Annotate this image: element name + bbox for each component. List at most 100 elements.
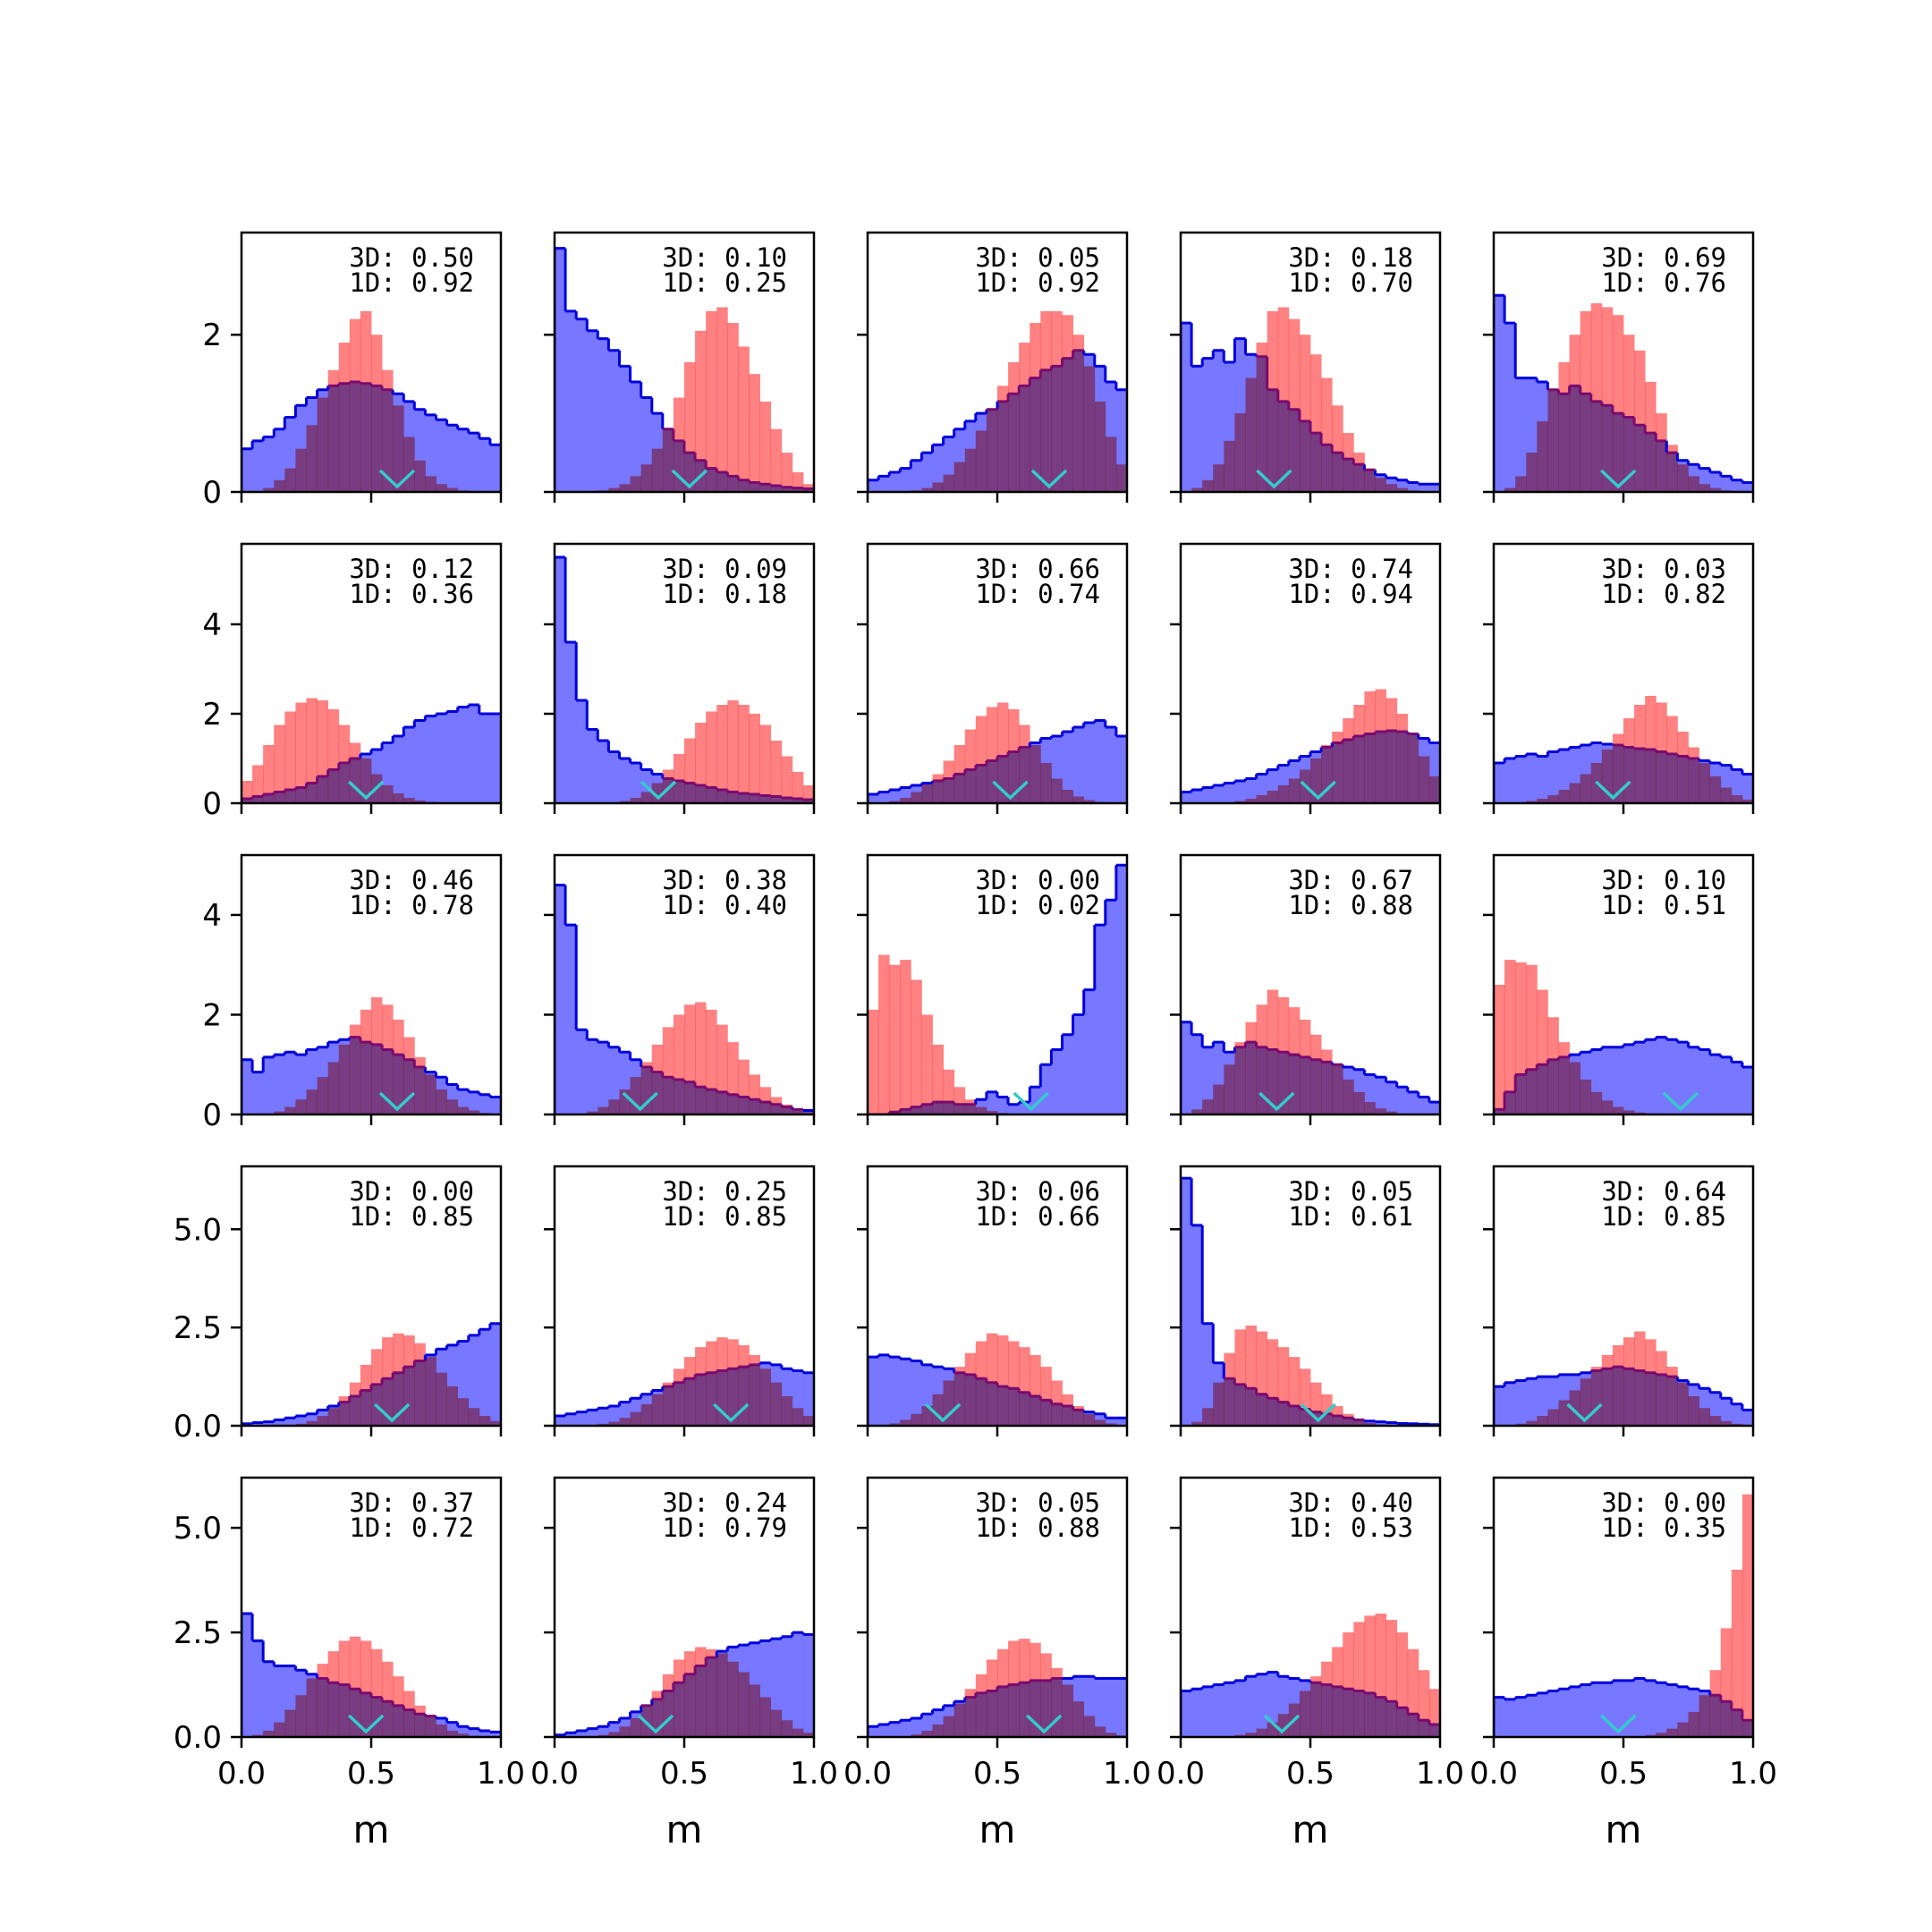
red-bar <box>317 1077 329 1114</box>
red-bar <box>284 468 296 492</box>
blue-bar <box>274 1055 285 1114</box>
red-bar <box>1105 1733 1117 1737</box>
plot-area <box>1494 1494 1753 1737</box>
red-bar <box>1720 1420 1733 1426</box>
red-bar <box>997 386 1009 492</box>
blue-bar <box>252 1422 264 1426</box>
label-3d: 3D: 0.40 <box>1288 1487 1413 1518</box>
x-axis-label: m <box>353 1808 390 1852</box>
plot-area <box>868 1333 1127 1426</box>
blue-bar <box>1094 720 1106 803</box>
red-bar <box>1234 1329 1246 1426</box>
marker-chevron <box>1013 1091 1049 1112</box>
blue-bar <box>425 716 436 803</box>
blue-step-line <box>1181 1671 1312 1737</box>
blue-bar <box>242 1614 253 1737</box>
blue-bar <box>1181 1021 1192 1114</box>
red-bar <box>716 1337 728 1426</box>
blue-bar <box>555 885 566 1114</box>
red-bar <box>802 1733 814 1737</box>
blue-bar <box>468 1728 480 1737</box>
blue-bar <box>868 1357 879 1426</box>
red-bar <box>997 702 1009 803</box>
label-3d: 3D: 0.38 <box>662 865 787 895</box>
blue-bar <box>1062 732 1073 803</box>
overlap-step-line <box>338 1360 426 1404</box>
blue-bar <box>1202 1686 1214 1737</box>
blue-bar <box>1224 1682 1235 1737</box>
red-bar <box>1385 1620 1398 1737</box>
label-1d: 1D: 0.36 <box>349 579 474 609</box>
red-bar <box>1332 405 1343 492</box>
plot-area <box>555 555 814 803</box>
blue-bar <box>1699 1049 1711 1114</box>
red-bar <box>1019 1639 1030 1737</box>
blue-bar <box>878 792 890 803</box>
red-bar <box>1321 1049 1333 1114</box>
x-tick-label: 0.5 <box>347 1756 395 1792</box>
overlap-step-line <box>317 1677 436 1718</box>
red-bar <box>1569 1390 1581 1426</box>
blue-bar <box>1213 785 1224 803</box>
red-bar <box>468 1110 480 1114</box>
red-bar <box>706 310 717 492</box>
red-bar <box>393 1020 404 1114</box>
red-bar <box>738 705 750 803</box>
blue-bar <box>1191 1689 1203 1737</box>
red-bar <box>1364 468 1376 492</box>
red-bar <box>1343 433 1354 492</box>
red-bar <box>1019 343 1030 492</box>
label-1d: 1D: 0.92 <box>349 267 474 298</box>
blue-bar <box>1558 1689 1570 1737</box>
overlap-step-line <box>932 746 1030 783</box>
marker-chevron <box>712 1402 750 1423</box>
label-1d: 1D: 0.02 <box>975 890 1100 920</box>
red-bar <box>317 1416 329 1426</box>
plot-area <box>1494 696 1753 803</box>
red-bar <box>792 772 804 803</box>
red-bar <box>1537 989 1548 1114</box>
red-bar <box>727 1339 739 1426</box>
x-tick-label: 1.0 <box>477 1756 525 1792</box>
red-bar <box>338 1396 351 1426</box>
blue-bar <box>802 1634 814 1737</box>
red-bar <box>953 1087 966 1114</box>
blue-bar <box>1731 1403 1743 1426</box>
red-bar <box>1677 1722 1689 1737</box>
red-bar <box>695 330 707 492</box>
red-bar <box>1234 1042 1246 1114</box>
blue-bar <box>436 714 447 803</box>
red-bar <box>1062 1394 1073 1426</box>
overlap-step-line <box>1321 729 1419 749</box>
red-bar <box>802 1112 814 1114</box>
red-bar <box>1709 1670 1722 1737</box>
red-bar <box>1321 1661 1333 1737</box>
blue-bar <box>425 414 436 492</box>
blue-bar <box>1115 1678 1127 1737</box>
red-bar <box>425 1074 436 1114</box>
red-bar <box>436 1089 447 1114</box>
overlap-step-line <box>953 1371 1084 1411</box>
blue-step-line <box>242 703 501 803</box>
label-3d: 3D: 0.05 <box>975 1487 1100 1518</box>
red-bar <box>759 1368 772 1426</box>
red-bar <box>1375 1614 1386 1737</box>
red-bar <box>1040 1367 1052 1426</box>
overlap-step-line <box>1234 1040 1343 1066</box>
blue-bar <box>446 425 459 492</box>
red-bar <box>781 1396 793 1426</box>
plot-area <box>1494 293 1753 492</box>
blue-bar <box>1181 1178 1192 1426</box>
red-bar <box>630 1717 642 1737</box>
red-bar <box>1202 479 1214 492</box>
red-bar <box>1321 377 1333 492</box>
red-bar <box>1688 1396 1699 1426</box>
red-bar <box>900 798 911 803</box>
red-bar <box>749 374 760 492</box>
red-bar <box>781 453 793 492</box>
red-bar <box>1612 733 1624 803</box>
red-bar <box>608 1099 620 1114</box>
red-bar <box>770 1709 783 1737</box>
blue-bar <box>1580 1684 1592 1737</box>
